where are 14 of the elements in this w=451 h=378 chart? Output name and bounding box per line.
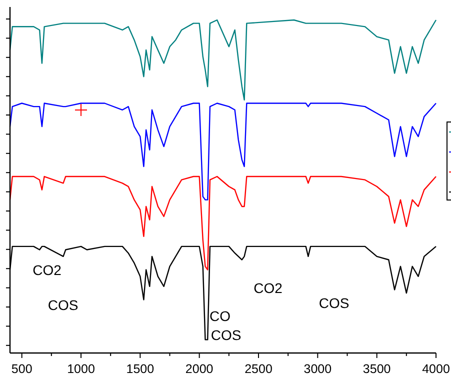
x-tick-label: 1000 [67,362,95,376]
x-tick-label: 3500 [362,362,391,376]
annotation: COS [210,327,242,343]
annotation: CO [210,308,231,324]
annotation: COS [318,295,350,311]
x-tick-label: 3000 [304,362,332,376]
x-tick-label: 2500 [244,362,272,376]
x-tick-label: 1500 [126,362,154,376]
x-tick-label: 500 [11,362,32,376]
annotation: CO2 [32,262,62,278]
annotation: COS [48,297,78,313]
x-tick-label: 4000 [422,362,450,376]
x-tick-label: 2000 [185,362,214,376]
annotation: CO2 [254,280,283,296]
